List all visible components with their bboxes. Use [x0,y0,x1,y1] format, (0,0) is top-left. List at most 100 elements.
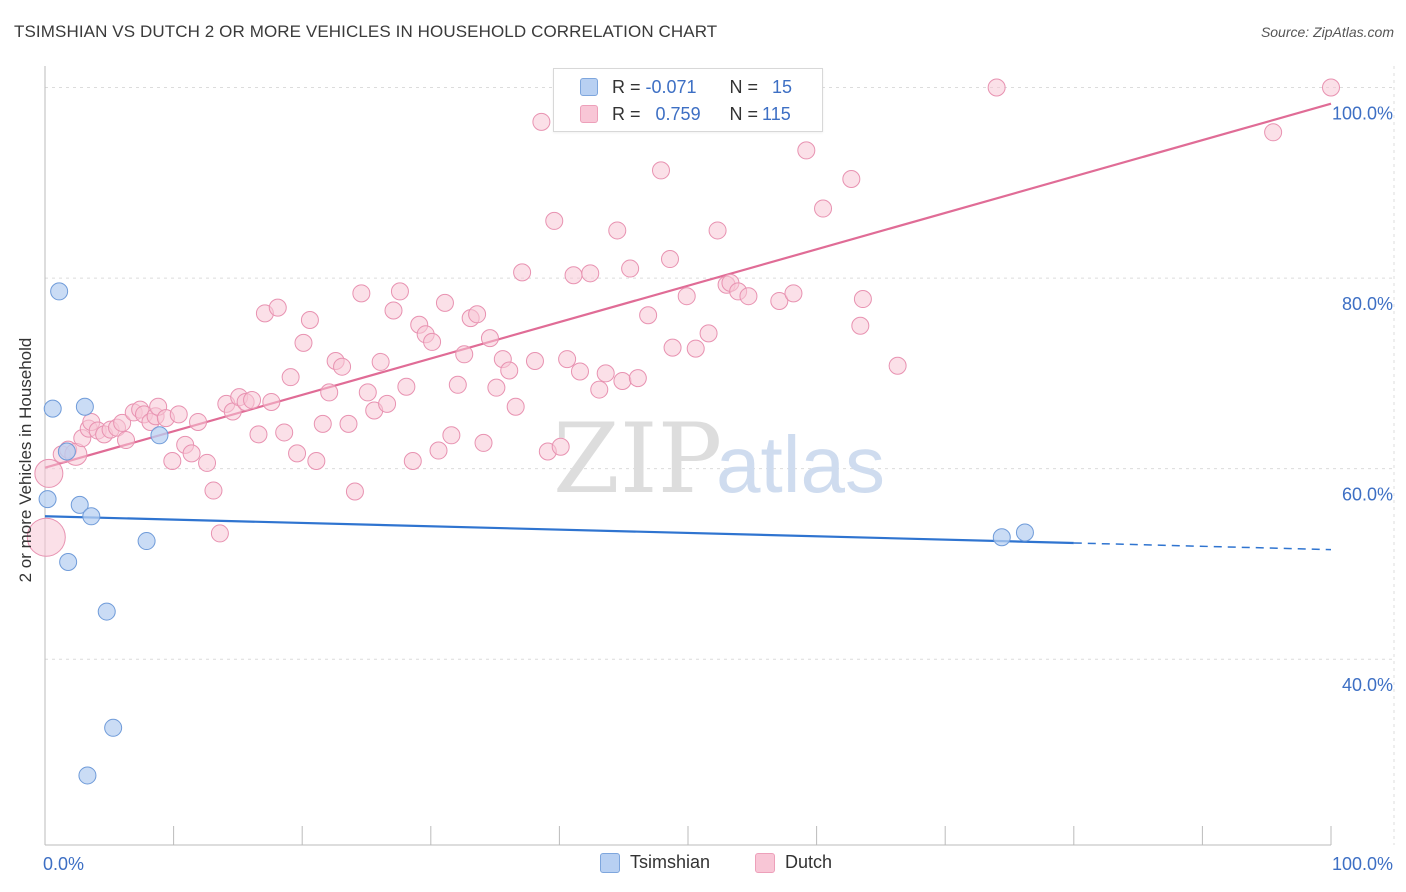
dutch-point [384,301,403,320]
dutch-trend-line [44,102,1332,469]
dutch-point [26,517,66,557]
dutch-point [189,412,208,431]
dutch-point [480,329,499,348]
dutch-point [113,413,132,432]
n-label: N = [729,103,759,124]
dutch-point [448,375,467,394]
chart-title: TSIMSHIAN VS DUTCH 2 OR MORE VEHICLES IN… [14,22,718,41]
dutch-point [339,414,358,433]
tsimshian-trend-line [44,515,1074,545]
x-tick-label: 0.0% [43,854,84,874]
tsimshian-point [75,397,94,416]
tsimshian-point [97,602,116,621]
r-value: 0.759 [655,103,701,124]
legend: Tsimshian Dutch [0,852,1406,876]
dutch-point [182,444,201,463]
y-tick-label: 80.0% [1342,294,1393,314]
dutch-point [34,458,64,488]
tsimshian-point [59,553,78,572]
dutch-point [590,380,609,399]
tick-labels: 40.0% 60.0% 80.0% 100.0% 0.0% 100.0% [43,104,1393,874]
dutch-point [281,368,300,387]
axes [44,66,1332,846]
dutch-point [390,282,409,301]
dutch-point [628,369,647,388]
y-tick-label: 40.0% [1342,675,1393,695]
legend-label-dutch: Dutch [785,852,833,872]
watermark-atlas: atlas [716,420,885,509]
dutch-point [888,356,907,375]
dutch-point [487,378,506,397]
tsimshian-point [38,490,57,509]
tsimshian-point [150,426,169,445]
tsimshian-trend-extension [1073,542,1332,551]
dutch-point [851,316,870,335]
dutch-point [570,362,589,381]
y-tick-label: 60.0% [1342,485,1393,505]
tsimshian-point [43,399,62,418]
dutch-point [525,351,544,370]
tsimshian-point [82,507,101,526]
dutch-point [686,339,705,358]
dutch-point [455,345,474,364]
dutch-point [739,287,758,306]
r-label: R = [612,103,641,124]
dutch-point [1264,123,1283,142]
dutch-point [987,78,1006,97]
dutch-point [117,431,136,450]
dutch-point [378,394,397,413]
dutch-swatch [580,105,598,123]
dutch-point [608,221,627,240]
tsimshian-point [50,282,69,301]
tsimshian-point [70,495,89,514]
dutch-point [500,361,519,380]
dutch-point [621,259,640,278]
tsimshian-point [104,718,123,737]
legend-item-tsimshian[interactable]: Tsimshian [600,852,710,873]
dutch-point [677,287,696,306]
dutch-point [797,141,816,160]
dutch-point [596,364,615,383]
tsimshian-legend-swatch [600,852,620,873]
dutch-point [853,290,872,309]
dutch-point [163,452,182,471]
dutch-point [371,352,390,371]
dutch-point [300,311,319,330]
dutch-point [581,264,600,283]
dutch-point [169,405,188,424]
dutch-point [558,350,577,369]
dutch-legend-swatch [755,852,775,873]
dutch-point [532,112,551,131]
dutch-point [564,266,583,285]
watermark-zip: ZIP [553,403,722,515]
x-tick-label: 100.0% [1332,854,1393,874]
tsimshian-point [1015,523,1034,542]
dutch-point [275,423,294,442]
dutch-point [294,333,313,352]
dutch-point [397,377,416,396]
stats-box: R = -0.071 N = 15 R = 0.759 N = 115 [553,68,823,132]
dutch-point [639,306,658,325]
dutch-point [333,357,352,376]
source-label: Source: ZipAtlas.com [1260,24,1394,40]
dutch-point [474,433,493,452]
dutch-point [651,161,670,180]
dutch-point [249,425,268,444]
dutch-point [358,383,377,402]
dutch-point [204,481,223,500]
dutch-point [663,338,682,357]
dutch-point [320,383,339,402]
dutch-point [313,414,332,433]
dutch-point [545,211,564,230]
dutch-point [429,441,448,460]
dutch-point [770,291,789,310]
dutch-point [262,392,281,411]
legend-item-dutch[interactable]: Dutch [755,852,832,873]
dutch-point [210,524,229,543]
tsimshian-point [57,442,76,461]
dutch-point [551,437,570,456]
legend-label-tsimshian: Tsimshian [630,852,711,872]
dutch-point [513,263,532,282]
tsimshian-point [78,766,97,785]
